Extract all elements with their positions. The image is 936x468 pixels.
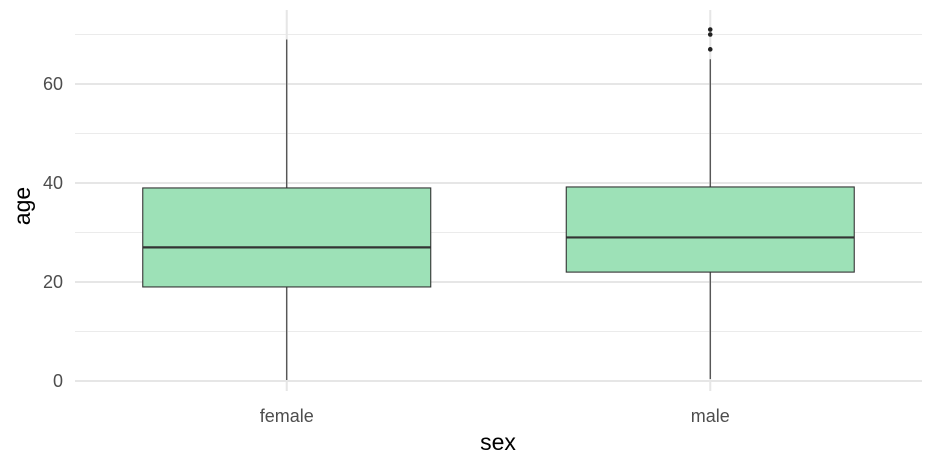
outlier-point bbox=[707, 32, 713, 37]
x-axis-ticks: female male bbox=[260, 406, 730, 426]
x-tick-label: male bbox=[691, 406, 730, 426]
y-tick-label: 40 bbox=[43, 173, 63, 193]
box-female bbox=[142, 39, 432, 381]
outlier-point bbox=[707, 27, 713, 32]
box-male bbox=[565, 27, 855, 380]
y-axis-ticks: 0 20 40 60 bbox=[43, 74, 63, 391]
y-tick-label: 0 bbox=[53, 371, 63, 391]
boxes bbox=[142, 27, 855, 381]
x-tick-label: female bbox=[260, 406, 314, 426]
y-tick-label: 20 bbox=[43, 272, 63, 292]
box-iqr bbox=[565, 186, 855, 273]
box-iqr bbox=[142, 187, 432, 288]
y-tick-label: 60 bbox=[43, 74, 63, 94]
y-axis-title: age bbox=[9, 187, 35, 225]
outlier-point bbox=[707, 47, 713, 52]
x-axis-title: sex bbox=[480, 429, 516, 455]
